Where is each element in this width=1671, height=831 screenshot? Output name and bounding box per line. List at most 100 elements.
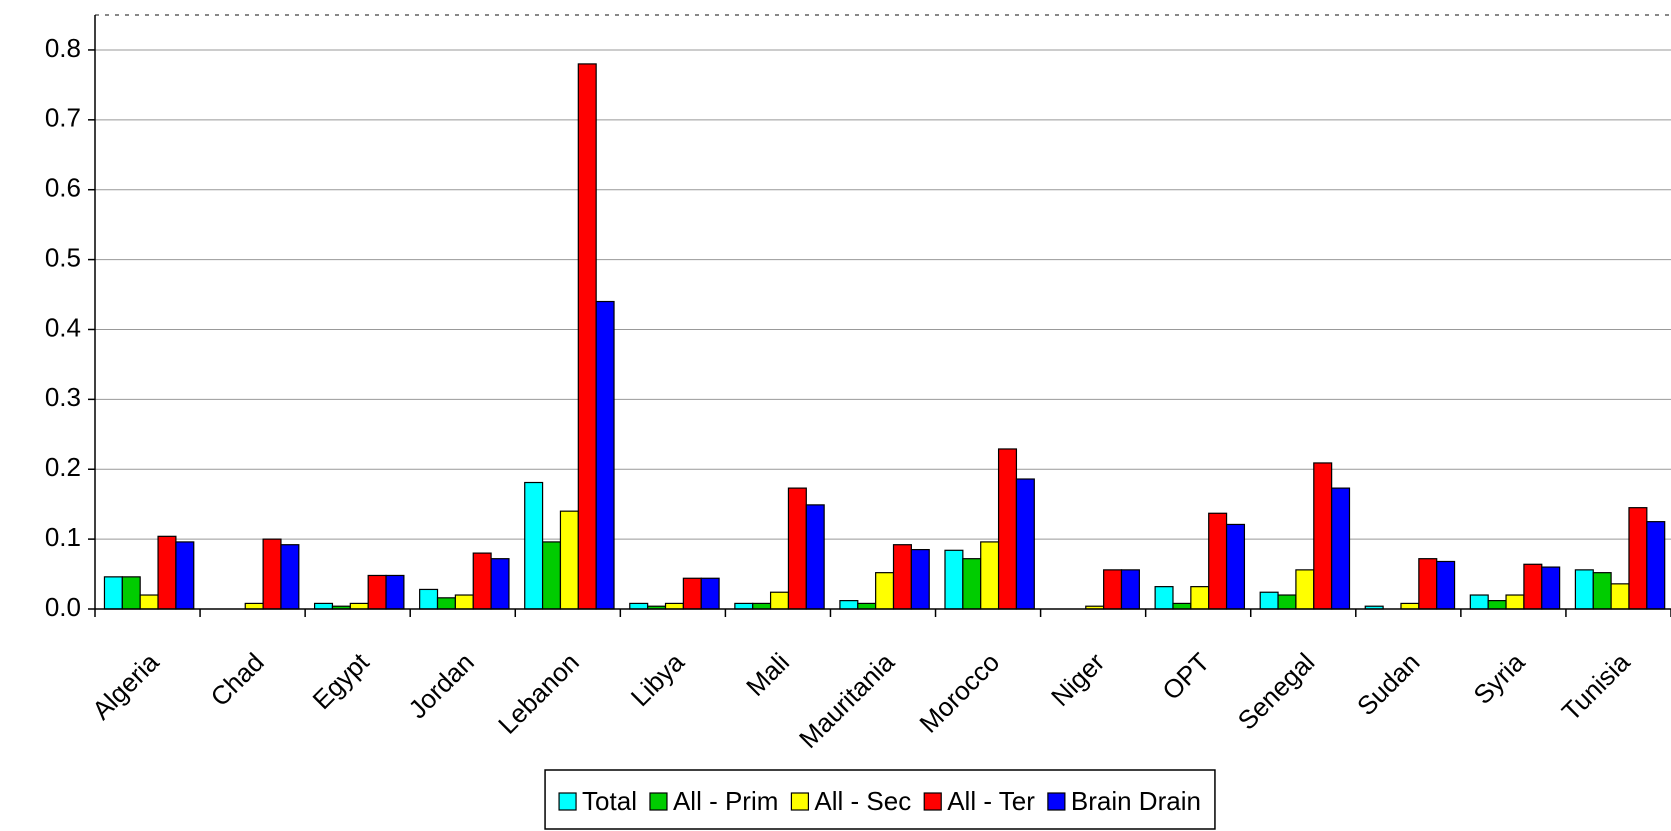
bar <box>839 600 859 610</box>
bar <box>541 541 562 610</box>
bar <box>1190 586 1210 610</box>
y-tick-label: 0.6 <box>45 173 81 203</box>
legend-label: Total <box>582 786 637 816</box>
bar <box>682 577 702 610</box>
y-tick-label: 0.8 <box>45 33 81 63</box>
bar <box>559 510 579 610</box>
legend-swatch <box>923 792 942 811</box>
bar <box>313 602 334 610</box>
bar <box>1487 600 1507 610</box>
bar <box>349 602 369 610</box>
bar <box>1225 523 1246 610</box>
legend-swatch <box>1047 792 1066 811</box>
bar <box>1541 566 1561 610</box>
bar <box>1505 594 1525 610</box>
x-tick-label: Mali <box>740 647 795 702</box>
bar <box>980 541 1000 610</box>
y-tick-label: 0.5 <box>45 242 81 272</box>
y-tick-label: 0.2 <box>45 452 81 482</box>
bar <box>1400 602 1420 610</box>
bar <box>1154 586 1174 610</box>
bar <box>1418 558 1438 610</box>
x-tick-label: Senegal <box>1232 647 1321 736</box>
bar <box>944 549 964 610</box>
bar <box>805 504 825 610</box>
legend-swatch <box>558 792 577 811</box>
bar <box>139 594 159 610</box>
y-tick-label: 0.0 <box>45 592 81 622</box>
bar <box>769 591 790 610</box>
bar <box>910 548 930 610</box>
bar <box>1592 572 1612 610</box>
y-tick-label: 0.4 <box>45 312 81 342</box>
bar <box>857 602 877 610</box>
bar <box>244 602 264 610</box>
bar <box>1208 512 1228 610</box>
bar <box>157 535 177 610</box>
bar <box>103 576 123 610</box>
x-tick-label: OPT <box>1156 647 1215 706</box>
bar <box>629 602 649 610</box>
bar <box>1313 462 1333 610</box>
x-tick-label: Jordan <box>402 647 479 724</box>
x-tick-label: Niger <box>1045 647 1110 712</box>
bar <box>419 588 439 610</box>
bar <box>1259 591 1279 610</box>
x-tick-label: Chad <box>205 647 270 712</box>
legend-label: All - Prim <box>673 786 778 816</box>
x-tick-label: Morocco <box>913 647 1005 739</box>
x-tick-label: Syria <box>1467 647 1530 710</box>
x-tick-label: Tunisia <box>1556 647 1636 727</box>
bar <box>1646 521 1666 610</box>
bar <box>700 577 720 610</box>
bar <box>175 541 195 610</box>
bar <box>1628 507 1648 610</box>
x-tick-label: Mauritania <box>793 647 900 754</box>
legend: Total All - Prim All - Sec All - Ter Brain D… <box>544 769 1216 830</box>
bar <box>1610 583 1630 610</box>
bar <box>280 544 300 610</box>
x-tick-label: Egypt <box>307 646 376 715</box>
bar <box>1015 478 1035 610</box>
bar <box>1277 594 1297 610</box>
bar <box>1172 602 1192 610</box>
bar <box>962 558 982 610</box>
bar <box>1469 594 1489 610</box>
bar <box>454 594 474 610</box>
bar <box>1436 560 1456 610</box>
bar <box>787 487 807 610</box>
y-tick-label: 0.1 <box>45 522 81 552</box>
legend-label: All - Ter <box>947 786 1035 816</box>
bar <box>752 602 772 610</box>
bar <box>524 481 544 610</box>
x-tick-label: Lebanon <box>492 647 585 740</box>
bar <box>1295 569 1315 610</box>
legend-swatch <box>649 792 668 811</box>
bar <box>1523 563 1543 610</box>
bar <box>997 448 1018 610</box>
bar <box>121 576 141 610</box>
bar <box>385 574 405 610</box>
legend-label: Brain Drain <box>1071 786 1201 816</box>
bar <box>367 574 387 610</box>
bar <box>1120 569 1140 610</box>
bar <box>1103 569 1123 610</box>
bar <box>262 538 282 610</box>
bar <box>577 63 597 610</box>
x-tick-label: Sudan <box>1351 647 1425 721</box>
bar <box>1574 569 1594 610</box>
bar <box>595 300 615 610</box>
bar <box>892 544 912 610</box>
x-tick-label: Algeria <box>86 647 165 726</box>
x-tick-label: Libya <box>625 647 691 713</box>
bar <box>472 552 492 610</box>
bar <box>436 597 456 610</box>
legend-label: All - Sec <box>814 786 911 816</box>
bar <box>875 572 895 610</box>
legend-swatch <box>790 792 810 811</box>
bar <box>734 602 754 610</box>
y-tick-label: 0.7 <box>45 103 81 133</box>
bar <box>1331 487 1351 610</box>
